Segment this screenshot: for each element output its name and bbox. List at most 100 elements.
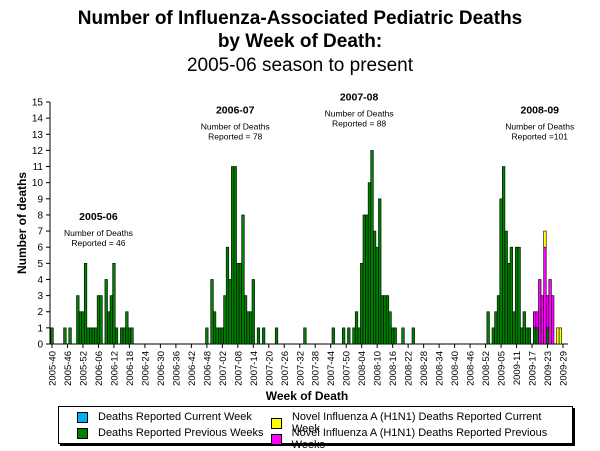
x-tick-label: 2009-17 <box>528 351 539 386</box>
season-note-line-2: Reported = 46 <box>71 238 125 248</box>
bar-previous-weeks <box>109 295 113 345</box>
bar-previous-weeks <box>228 279 232 345</box>
chart-title-line-1: Number of Influenza-Associated Pediatric… <box>77 8 523 29</box>
bar-previous-weeks <box>354 311 359 345</box>
x-tick-label: 2007-38 <box>311 351 322 386</box>
bar-previous-weeks <box>122 327 126 345</box>
bar-previous-weeks <box>522 311 526 345</box>
bar-previous-weeks <box>525 327 529 345</box>
x-tick-label: 2005-52 <box>78 351 89 386</box>
bar-previous-weeks <box>78 311 82 345</box>
bar-previous-weeks <box>120 327 124 345</box>
bar-previous-weeks <box>378 198 382 345</box>
bar-previous-weeks <box>502 166 506 345</box>
bar-previous-weeks <box>401 327 405 345</box>
bar-previous-weeks <box>347 327 351 345</box>
season-note-line-2: Reported =101 <box>512 131 569 141</box>
chart-subtitle: 2005-06 season to present <box>186 55 414 76</box>
season-note-line-2: Reported = 78 <box>208 131 262 141</box>
bar-previous-weeks <box>76 295 80 345</box>
bar-previous-weeks <box>236 263 240 345</box>
bar-h1n1-previous-weeks <box>540 295 544 345</box>
bar-previous-weeks <box>393 327 397 345</box>
bar-previous-weeks <box>370 150 374 345</box>
bar-h1n1-previous-weeks <box>543 246 547 345</box>
x-tick-label: 2007-44 <box>326 351 337 386</box>
bar-previous-weeks <box>533 327 537 345</box>
x-tick-label: 2008-34 <box>435 351 446 386</box>
bar-previous-weeks <box>509 246 513 345</box>
bar-previous-weeks <box>223 295 227 345</box>
bar-previous-weeks <box>89 327 93 345</box>
bar-previous-weeks <box>274 327 279 345</box>
bar-previous-weeks <box>205 327 209 345</box>
bar-previous-weeks <box>375 246 379 345</box>
y-tick-label: 10 <box>32 178 44 189</box>
bars <box>50 150 563 345</box>
bar-previous-weeks <box>225 246 230 345</box>
x-tick-label: 2006-18 <box>125 351 136 386</box>
bar-h1n1-previous-weeks <box>545 295 550 329</box>
y-tick-label: 5 <box>37 259 43 270</box>
legend-label: Deaths Reported Current Week <box>98 411 252 423</box>
bar-previous-weeks <box>127 327 132 345</box>
legend-label: Novel Influenza A (H1N1) Deaths Reported… <box>291 427 548 451</box>
bar-previous-weeks <box>486 311 490 345</box>
season-label: 2007-08 <box>340 91 379 103</box>
x-tick-label: 2009-29 <box>559 351 570 386</box>
legend-item-h1n1-current-week: Novel Influenza A (H1N1) Deaths Reported… <box>271 411 572 435</box>
bar-previous-weeks <box>112 263 116 345</box>
bar-previous-weeks <box>391 327 395 345</box>
legend-swatch-h1n1-current-week <box>271 417 282 429</box>
y-tick-label: 1 <box>37 323 43 334</box>
season-note-line-2: Reported = 88 <box>332 118 386 128</box>
season-note-line-1: Number of Deaths <box>325 108 394 118</box>
legend: Deaths Reported Current Week Deaths Repo… <box>58 406 573 451</box>
x-tick-label: 2006-06 <box>94 351 105 386</box>
legend-label: Deaths Reported Previous Weeks <box>98 427 264 439</box>
x-tick-label: 2006-12 <box>109 351 120 386</box>
bar-previous-weeks <box>233 166 237 345</box>
bar-h1n1-previous-weeks <box>538 279 542 345</box>
x-tick-label: 2007-08 <box>233 351 244 386</box>
bar-previous-weeks <box>231 166 235 345</box>
bar-previous-weeks <box>81 311 85 345</box>
bar-h1n1-current-week <box>558 327 563 345</box>
season-note-line-1: Number of Deaths <box>201 121 270 131</box>
bar-previous-weeks <box>303 327 307 345</box>
x-tick-label: 2008-28 <box>419 351 430 386</box>
bar-previous-weeks <box>496 295 501 345</box>
x-tick-label: 2008-10 <box>373 351 384 386</box>
x-tick-label: 2008-46 <box>466 351 477 386</box>
season-note-line-1: Number of Deaths <box>505 121 574 131</box>
bar-previous-weeks <box>107 311 111 345</box>
legend-swatch-previous-weeks <box>77 427 88 439</box>
bar-previous-weeks <box>380 295 384 345</box>
y-tick-label: 13 <box>32 130 44 141</box>
bar-previous-weeks <box>256 327 261 345</box>
y-axis-label: Number of deaths <box>15 172 29 274</box>
bar-previous-weeks <box>99 295 103 345</box>
bar-previous-weeks <box>527 327 532 345</box>
legend-label: Novel Influenza A (H1N1) Deaths Reported… <box>291 411 542 435</box>
x-tick-label: 2009-11 <box>512 351 523 385</box>
y-tick-label: 6 <box>37 243 43 254</box>
bar-previous-weeks <box>535 327 539 345</box>
x-axis-label: Week of Death <box>266 389 348 403</box>
x-tick-label: 2006-42 <box>187 351 198 386</box>
bar-h1n1-previous-weeks <box>533 311 537 329</box>
bar-previous-weeks <box>491 327 495 345</box>
bar-previous-weeks <box>210 279 214 345</box>
bar-previous-weeks <box>494 311 498 345</box>
legend-item-h1n1-previous-weeks: Novel Influenza A (H1N1) Deaths Reported… <box>271 427 572 451</box>
bar-h1n1-previous-weeks <box>548 279 552 345</box>
legend-item-previous-weeks: Deaths Reported Previous Weeks <box>77 427 264 439</box>
bar-previous-weeks <box>385 295 390 345</box>
bar-previous-weeks <box>130 327 134 345</box>
bar-h1n1-current-week <box>543 230 547 248</box>
y-tick-label: 7 <box>37 227 43 238</box>
bar-previous-weeks <box>342 327 346 345</box>
bar-h1n1-previous-weeks <box>551 295 555 345</box>
y-tick-label: 3 <box>37 291 43 302</box>
